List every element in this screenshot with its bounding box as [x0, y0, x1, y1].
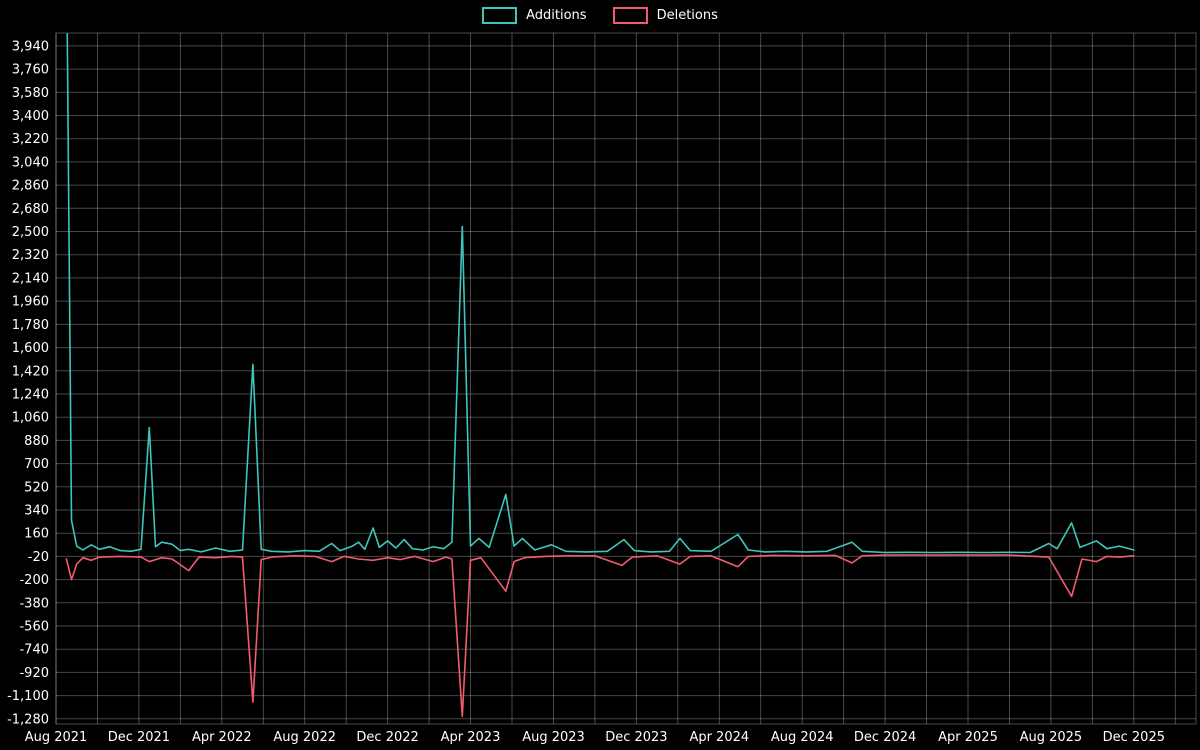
x-tick-label: Aug 2025 — [1020, 730, 1083, 745]
legend-label-additions: Additions — [526, 8, 587, 23]
gridlines — [55, 33, 1196, 724]
y-tick-label: 1,960 — [12, 295, 49, 310]
x-tick-label: Aug 2024 — [771, 730, 834, 745]
y-tick-label: 1,240 — [12, 388, 49, 403]
y-tick-label: 2,140 — [12, 271, 49, 286]
y-tick-label: 1,060 — [12, 411, 49, 426]
x-tick-label: Dec 2022 — [356, 730, 418, 745]
y-axis-labels: 3,940 3,760 3,580 3,400 3,220 3,040 2,860 2,680… — [7, 39, 49, 727]
y-tick-label: -1,280 — [7, 712, 49, 727]
y-tick-label: 3,580 — [12, 86, 49, 101]
y-tick-label: 1,780 — [12, 318, 49, 333]
y-tick-label: -740 — [19, 643, 49, 658]
y-tick-label: 3,400 — [12, 109, 49, 124]
y-tick-label: -1,100 — [7, 689, 49, 704]
x-tick-label: Dec 2021 — [108, 730, 170, 745]
legend: Additions Deletions — [0, 7, 1200, 24]
x-tick-label: Aug 2022 — [273, 730, 336, 745]
additions-swatch-icon — [482, 7, 518, 24]
y-tick-label: 1,420 — [12, 364, 49, 379]
x-tick-label: Dec 2025 — [1103, 730, 1165, 745]
x-tick-label: Aug 2021 — [25, 730, 88, 745]
deletions-swatch-icon — [612, 7, 648, 24]
y-tick-label: 2,860 — [12, 179, 49, 194]
y-tick-label: 2,500 — [12, 225, 49, 240]
y-tick-label: -920 — [19, 666, 49, 681]
y-tick-label: -200 — [19, 573, 49, 588]
y-tick-label: 2,320 — [12, 248, 49, 263]
y-tick-label: 2,680 — [12, 202, 49, 217]
x-axis-labels: Aug 2021 Dec 2021 Apr 2022 Aug 2022 Dec 2022… — [25, 730, 1165, 745]
plot-border — [55, 32, 1197, 725]
y-tick-label: 3,040 — [12, 155, 49, 170]
y-tick-label: 3,760 — [12, 63, 49, 78]
deletions-line — [65, 554, 1135, 718]
y-tick-label: 160 — [24, 527, 49, 542]
x-tick-label: Apr 2024 — [689, 730, 749, 745]
y-tick-label: 520 — [24, 480, 49, 495]
y-tick-label: 340 — [24, 504, 49, 519]
legend-label-deletions: Deletions — [656, 8, 718, 23]
x-tick-label: Aug 2023 — [522, 730, 585, 745]
y-tick-label: -20 — [28, 550, 49, 565]
y-tick-label: -560 — [19, 620, 49, 635]
y-tick-label: 700 — [24, 457, 49, 472]
x-tick-label: Apr 2022 — [192, 730, 252, 745]
x-tick-label: Dec 2023 — [605, 730, 667, 745]
y-tick-label: -380 — [19, 596, 49, 611]
y-tick-label: 3,220 — [12, 132, 49, 147]
y-tick-label: 1,600 — [12, 341, 49, 356]
legend-item-deletions[interactable]: Deletions — [612, 7, 718, 24]
x-tick-label: Apr 2023 — [441, 730, 501, 745]
x-tick-label: Dec 2024 — [854, 730, 916, 745]
x-tick-label: Apr 2025 — [938, 730, 998, 745]
legend-item-additions[interactable]: Additions — [482, 7, 587, 24]
additions-line — [66, 33, 1135, 554]
y-tick-label: 880 — [24, 434, 49, 449]
y-tick-label: 3,940 — [12, 39, 49, 54]
